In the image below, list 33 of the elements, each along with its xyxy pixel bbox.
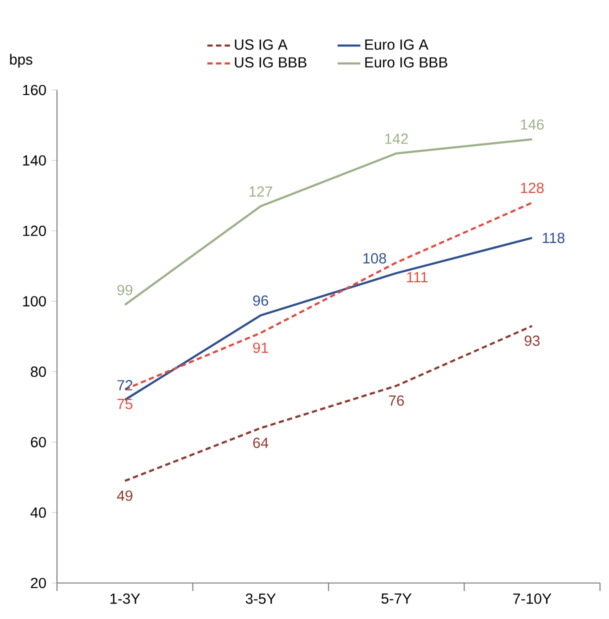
- y-axis-title: bps: [10, 54, 32, 68]
- y-tick-label: 160: [23, 84, 46, 96]
- y-tick-label: 140: [23, 155, 46, 166]
- data-label: 76: [388, 395, 404, 406]
- y-tick-label: 60: [30, 436, 46, 448]
- y-tick-label: 40: [30, 507, 46, 518]
- y-tick-label: 80: [30, 366, 46, 377]
- legend-label: US IG A: [234, 39, 288, 50]
- data-label: 72: [117, 380, 132, 390]
- y-tick-label: 120: [23, 226, 46, 236]
- data-label: 127: [249, 186, 272, 197]
- legend-label: US IG BBB: [234, 57, 306, 68]
- x-tick-label: 1-3Y: [110, 594, 140, 604]
- data-label: 146: [520, 119, 544, 130]
- data-label: 64: [253, 438, 268, 448]
- x-tick-label: 7-10Y: [513, 594, 552, 604]
- data-label: 75: [117, 398, 132, 410]
- data-label: 118: [542, 232, 564, 244]
- data-label: 108: [363, 253, 386, 264]
- data-label: 142: [385, 134, 408, 144]
- data-label: 96: [253, 295, 268, 306]
- x-tick-label: 3-5Y: [246, 594, 276, 604]
- data-label: 91: [253, 342, 268, 353]
- data-label: 49: [117, 490, 132, 501]
- y-tick-label: 20: [30, 578, 46, 588]
- legend-label: Euro IG BBB: [365, 57, 448, 68]
- data-label: 128: [520, 182, 544, 194]
- data-label: 93: [524, 336, 540, 346]
- legend-label: Euro IG A: [365, 39, 428, 50]
- y-tick-label: 100: [23, 296, 46, 306]
- data-label: 99: [117, 284, 132, 296]
- x-tick-label: 5-7Y: [381, 594, 412, 604]
- data-label: 111: [407, 272, 428, 282]
